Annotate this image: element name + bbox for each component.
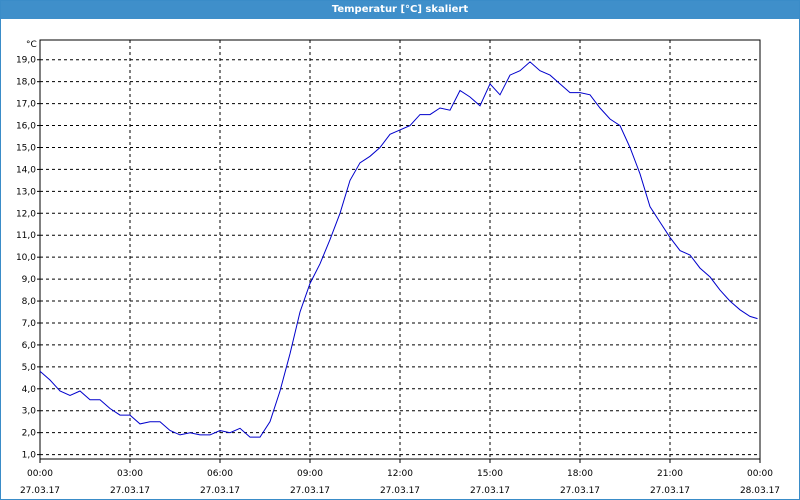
y-tick-label: 7,0 bbox=[22, 319, 37, 329]
x-tick-time-label: 21:00 bbox=[657, 469, 683, 479]
y-axis-ticks: 1,0 2,0 3,0 4,0 5,0 6,0 7,0 8,0 9,0 10,0 11,0 12,0 1… bbox=[16, 56, 40, 461]
x-tick-date-label: 27.03.17 bbox=[380, 486, 420, 496]
x-tick-date-label: 27.03.17 bbox=[470, 486, 510, 496]
y-tick-label: 16,0 bbox=[16, 122, 36, 132]
temperature-series-line bbox=[39, 61, 758, 438]
x-tick-date-label: 27.03.17 bbox=[650, 486, 690, 496]
x-tick-date-label: 27.03.17 bbox=[110, 486, 150, 496]
x-tick-time-label: 18:00 bbox=[567, 469, 593, 479]
y-tick-label: 15,0 bbox=[16, 143, 36, 153]
x-tick-time-label: 06:00 bbox=[207, 469, 233, 479]
x-axis-ticks: 00:00 27.03.17 03:00 27.03.17 06:00 27.03.17 0… bbox=[20, 459, 780, 496]
x-tick-time-label: 03:00 bbox=[117, 469, 143, 479]
x-tick-time-label: 00:00 bbox=[27, 469, 53, 479]
y-tick-label: 9,0 bbox=[22, 275, 37, 285]
y-tick-label: 3,0 bbox=[22, 407, 37, 417]
x-tick-date-label: 27.03.17 bbox=[20, 486, 60, 496]
grid-lines bbox=[40, 40, 760, 459]
y-tick-label: 14,0 bbox=[16, 165, 36, 175]
x-tick-time-label: 00:00 bbox=[747, 469, 773, 479]
y-tick-label: 6,0 bbox=[22, 341, 37, 351]
y-tick-label: 17,0 bbox=[16, 100, 36, 110]
y-tick-label: 13,0 bbox=[16, 187, 36, 197]
x-tick-time-label: 09:00 bbox=[297, 469, 323, 479]
x-tick-date-label: 28.03.17 bbox=[740, 486, 780, 496]
y-tick-label: 5,0 bbox=[22, 363, 37, 373]
x-tick-date-label: 27.03.17 bbox=[290, 486, 330, 496]
y-tick-label: 4,0 bbox=[22, 385, 37, 395]
x-tick-date-label: 27.03.17 bbox=[200, 486, 240, 496]
y-tick-label: 12,0 bbox=[16, 209, 36, 219]
y-axis-unit-label: °C bbox=[26, 40, 37, 50]
x-tick-time-label: 12:00 bbox=[387, 469, 413, 479]
y-tick-label: 19,0 bbox=[16, 56, 36, 66]
y-tick-label: 1,0 bbox=[22, 451, 37, 461]
chart-title: Temperatur [°C] skaliert bbox=[1, 1, 799, 19]
y-tick-label: 18,0 bbox=[16, 78, 36, 88]
y-tick-label: 10,0 bbox=[16, 253, 36, 263]
y-tick-label: 2,0 bbox=[22, 429, 37, 439]
y-tick-label: 8,0 bbox=[22, 297, 37, 307]
x-tick-time-label: 15:00 bbox=[477, 469, 503, 479]
x-tick-date-label: 27.03.17 bbox=[560, 486, 600, 496]
y-tick-label: 11,0 bbox=[16, 231, 36, 241]
